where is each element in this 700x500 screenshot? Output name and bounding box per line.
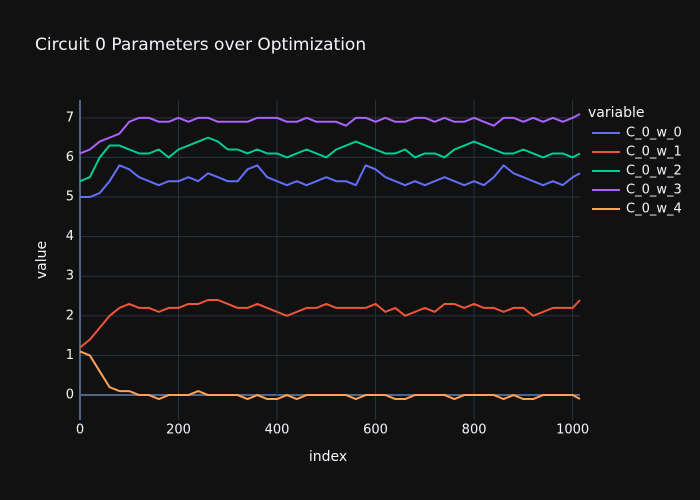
legend-label: C_0_w_3 xyxy=(626,183,682,198)
y-tick-label: 3 xyxy=(66,269,74,284)
legend-label: C_0_w_0 xyxy=(626,126,682,141)
line-series xyxy=(79,136,581,183)
y-axis-label: value xyxy=(34,241,50,279)
x-tick-label: 0 xyxy=(76,423,84,438)
line-series xyxy=(80,164,581,199)
y-tick-label: 1 xyxy=(66,348,74,363)
legend-label: C_0_w_4 xyxy=(626,202,682,217)
y-tick-label: 2 xyxy=(66,308,74,323)
y-tick-label: 5 xyxy=(66,190,74,205)
legend-title: variable xyxy=(588,105,644,121)
x-tick-label: 800 xyxy=(462,423,487,438)
y-tick-label: 7 xyxy=(66,110,74,125)
y-tick-label: 6 xyxy=(66,150,74,165)
x-tick-label: 200 xyxy=(166,423,191,438)
line-series xyxy=(79,112,581,155)
line-series xyxy=(79,299,581,349)
x-axis-label: index xyxy=(309,449,347,465)
legend-label: C_0_w_1 xyxy=(626,145,682,160)
line-series xyxy=(79,350,581,401)
chart-title: Circuit 0 Parameters over Optimization xyxy=(35,35,366,55)
x-tick-label: 600 xyxy=(363,423,388,438)
legend-label: C_0_w_2 xyxy=(626,164,682,179)
x-tick-label: 1000 xyxy=(556,423,589,438)
x-tick-label: 400 xyxy=(265,423,290,438)
y-tick-label: 0 xyxy=(66,388,74,403)
y-tick-label: 4 xyxy=(66,229,74,244)
